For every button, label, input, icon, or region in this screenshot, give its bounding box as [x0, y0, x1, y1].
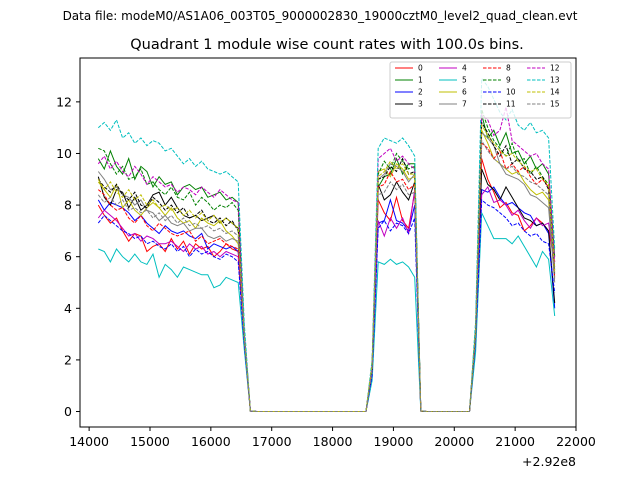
- y-tick-label: 8: [64, 198, 72, 213]
- series-line-11: [97, 120, 556, 412]
- legend-label-2: 2: [418, 88, 423, 97]
- x-tick-label: 18000: [313, 434, 353, 449]
- legend-label-5: 5: [462, 76, 467, 85]
- x-axis: 14000 15000 16000 17000 18000 19000 20000 21000…: [69, 427, 596, 449]
- x-tick-label: 16000: [191, 434, 231, 449]
- legend-label-14: 14: [550, 88, 560, 97]
- y-tick-label: 10: [56, 146, 72, 161]
- legend-label-8: 8: [506, 64, 511, 73]
- chart-title: Quadrant 1 module wise count rates with …: [130, 37, 524, 53]
- legend-label-12: 12: [550, 64, 560, 73]
- plot-frame: [79, 57, 577, 428]
- y-tick-label: 12: [56, 94, 72, 109]
- legend-label-0: 0: [418, 64, 423, 73]
- y-tick-label: 2: [64, 352, 72, 367]
- y-tick-label: 6: [64, 249, 72, 264]
- plot-area: [79, 57, 577, 428]
- legend-label-13: 13: [550, 76, 560, 85]
- series-line-15: [97, 138, 556, 412]
- series-line-10: [97, 198, 556, 412]
- legend-label-15: 15: [550, 100, 560, 109]
- x-tick-label: 20000: [434, 434, 474, 449]
- legend-frame: [389, 61, 572, 119]
- y-tick-label: 4: [64, 301, 72, 316]
- series-line-1: [97, 114, 556, 412]
- series-line-2: [97, 186, 556, 412]
- legend-label-10: 10: [506, 88, 516, 97]
- series-line-9: [98, 109, 556, 412]
- legend-label-11: 11: [506, 100, 516, 109]
- legend-label-3: 3: [418, 100, 423, 109]
- series-line-13: [97, 77, 556, 412]
- legend-label-1: 1: [418, 76, 423, 85]
- legend-label-6: 6: [462, 88, 467, 97]
- series-line-12: [97, 106, 556, 412]
- x-offset-label: +2.92e8: [522, 454, 576, 469]
- y-tick-label: 0: [64, 404, 72, 419]
- y-axis: 0 2 4 6 8 10 12: [56, 94, 80, 419]
- series-layer: [97, 77, 556, 412]
- series-line-4: [97, 185, 556, 412]
- series-line-3: [97, 168, 556, 412]
- x-tick-label: 17000: [252, 434, 292, 449]
- x-tick-label: 19000: [374, 434, 414, 449]
- x-tick-label: 14000: [69, 434, 109, 449]
- legend-label-4: 4: [462, 64, 467, 73]
- legend-label-7: 7: [462, 100, 467, 109]
- series-line-0: [97, 158, 556, 412]
- x-tick-label: 21000: [495, 434, 535, 449]
- series-line-14: [97, 123, 556, 412]
- x-tick-label: 22000: [556, 434, 596, 449]
- chart-suptitle: Data file: modeM0/AS1A06_003T05_90000028…: [63, 9, 578, 23]
- x-tick-label: 15000: [130, 434, 170, 449]
- legend-label-9: 9: [506, 76, 511, 85]
